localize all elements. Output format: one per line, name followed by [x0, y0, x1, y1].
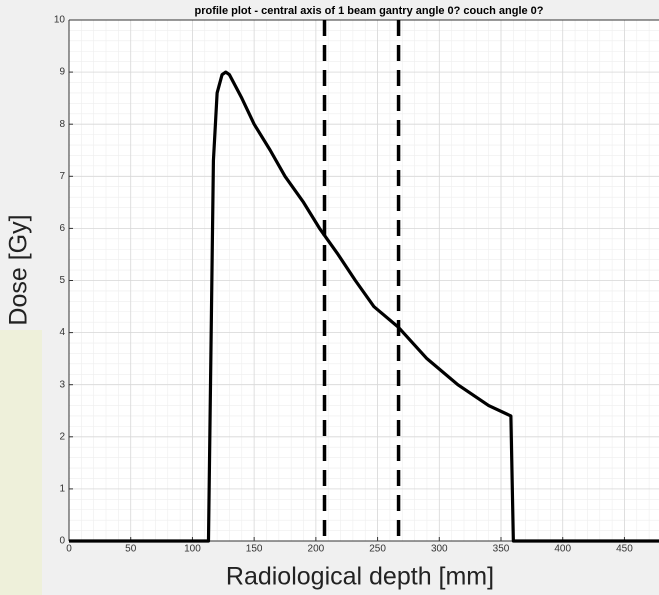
chart-title: profile plot - central axis of 1 beam ga…	[194, 5, 543, 17]
y-tick-label: 2	[59, 431, 65, 442]
x-tick-label: 450	[616, 544, 633, 555]
x-tick-label: 350	[493, 544, 510, 555]
y-tick-label: 0	[59, 536, 65, 547]
x-tick-label: 400	[554, 544, 571, 555]
y-tick-label: 10	[54, 15, 66, 26]
x-tick-label: 100	[184, 544, 201, 555]
x-tick-label: 200	[308, 544, 325, 555]
x-tick-label: 150	[246, 544, 263, 555]
side-strip	[0, 330, 42, 595]
y-tick-label: 6	[59, 223, 65, 234]
y-axis-label: Dose [Gy]	[5, 214, 33, 325]
data-line	[69, 70, 659, 543]
x-tick-label: 50	[125, 544, 137, 555]
y-tick-label: 5	[59, 275, 65, 286]
x-tick-label: 250	[369, 544, 386, 555]
y-tick-label: 7	[59, 171, 65, 182]
y-tick-label: 8	[59, 119, 65, 130]
y-tick-label: 4	[59, 327, 65, 338]
y-tick-label: 9	[59, 67, 65, 78]
y-tick-label: 3	[59, 379, 65, 390]
x-axis-label: Radiological depth [mm]	[226, 563, 494, 591]
y-tick-label: 1	[59, 484, 65, 495]
x-tick-label: 300	[431, 544, 448, 555]
x-tick-label: 0	[66, 544, 72, 555]
